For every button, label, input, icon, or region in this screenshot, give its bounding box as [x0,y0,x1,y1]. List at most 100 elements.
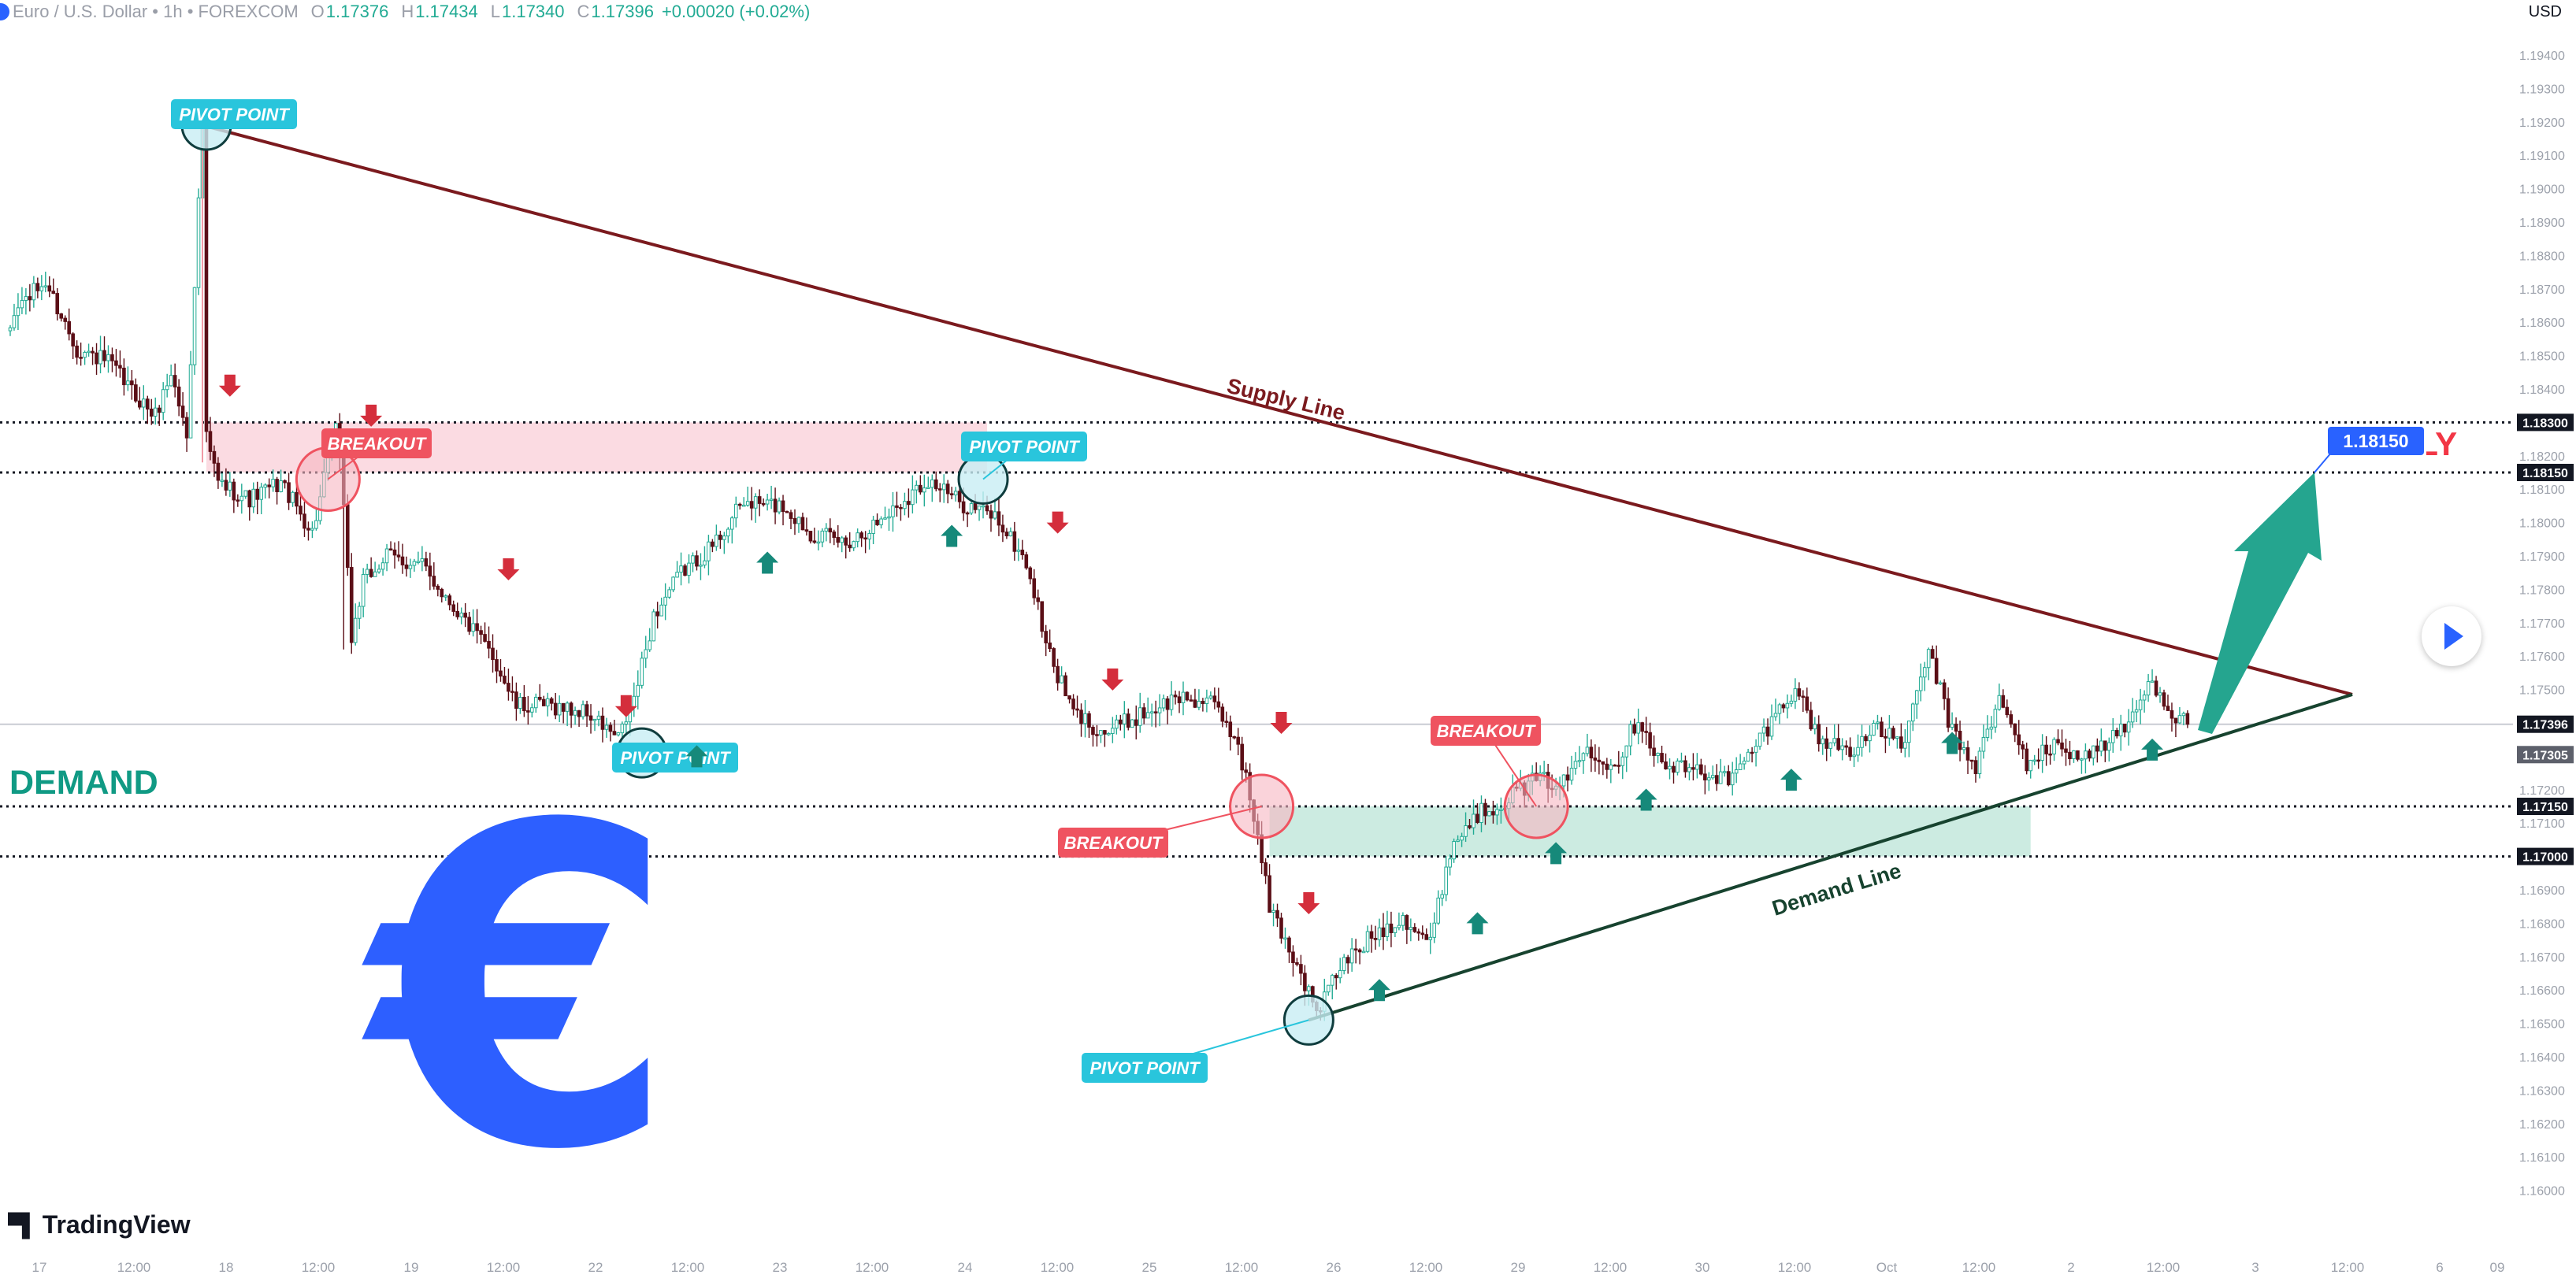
candle-up [1856,747,1860,756]
time-tick-label: 12:00 [2331,1260,2365,1275]
candle-up [581,704,585,717]
candle-down [737,503,742,506]
candle-down [306,528,310,531]
up-arrow-icon [1545,842,1568,865]
candle-down [1040,601,1045,632]
candle-down [1640,722,1644,732]
price-tick-label: 1.19300 [2519,83,2565,96]
candle-down [345,504,350,569]
candle-down [577,710,581,717]
time-tick-label: 12:00 [856,1260,889,1275]
candle-up [2106,742,2111,751]
time-tick-label: 09 [2490,1260,2505,1275]
demand-line-label: Demand Line [1769,858,1904,920]
candle-up [852,541,856,549]
candle-up [679,565,683,573]
candle-down [1424,934,1429,940]
price-tick-label: 1.16400 [2519,1051,2565,1065]
candle-down [95,352,98,365]
candle-down [1075,708,1079,711]
candle-down [2021,744,2025,750]
close-value: 1.17396 [591,2,654,21]
candle-up [1821,738,1825,745]
candle-up [726,528,730,537]
candle-up [1472,813,1475,828]
candle-down [1781,704,1786,709]
demand-annotation: DEMAND [9,764,158,802]
candle-down [1268,875,1271,913]
candle-down [1797,688,1802,697]
candle-up [1083,713,1087,724]
candle-down [455,610,460,617]
candle-down [989,510,993,519]
exchange: FOREXCOM [198,2,299,21]
candle-down [1232,736,1237,739]
price-badge [2517,798,2574,815]
candle-up [1499,809,1503,811]
candle-up [911,489,915,506]
candle-up [1326,984,1331,993]
candle-down [1303,973,1307,991]
candle-down [102,350,106,361]
candle-down [1864,735,1868,742]
candle-up [1204,697,1209,704]
candle-up [953,491,958,495]
candle-up [1868,735,1872,742]
currency-flag-icon [0,3,9,20]
candle-up [1711,775,1715,779]
interval[interactable]: 1h [163,2,183,21]
candle-down [1844,745,1848,748]
candle-down [1405,915,1409,930]
candle-down [247,490,252,508]
time-tick-label: 17 [32,1260,47,1275]
candle-down [495,659,499,672]
candle-up [1962,747,1966,750]
candle-down [2048,753,2052,756]
play-button[interactable] [2422,606,2481,666]
price-tick-label: 1.16000 [2519,1185,2565,1199]
candle-down [55,293,60,315]
candle-up [459,613,463,617]
candle-down [1660,753,1664,762]
supply-line-label: Supply Line [1225,374,1348,425]
candle-down [718,534,722,540]
candle-up [1397,924,1401,928]
candle-down [895,505,899,508]
candle-down [1357,949,1362,953]
down-arrow-icon [1270,712,1293,734]
candle-up [1687,767,1691,773]
candle-up [1111,728,1115,734]
candle-down [1299,964,1303,974]
down-arrow-icon [497,558,520,580]
time-tick-label: 2 [2067,1260,2074,1275]
candle-up [1887,728,1891,739]
candle-down [236,499,240,502]
candle-up [1950,724,1954,728]
candle-up [993,511,997,519]
candle-up [1636,722,1640,734]
tradingview-logo[interactable]: ▀▌ TradingView [8,1210,191,1239]
currency-label[interactable]: USD [2528,3,2562,20]
candle-up [1907,721,1911,743]
breakout-circle [1229,773,1295,839]
candle-up [663,596,667,606]
candle-down [2162,692,2166,707]
candle-down [2044,744,2048,754]
candle-down [1965,747,1970,761]
candle-up [824,528,829,532]
symbol-name[interactable]: Euro / U.S. Dollar [13,2,148,21]
candle-down [1973,760,1978,775]
candle-up [1738,763,1743,770]
candle-up [32,283,36,301]
candle-down [1028,567,1033,580]
candle-down [295,491,299,507]
candle-down [436,585,440,590]
price-badge [2517,746,2574,764]
candle-up [733,503,738,519]
candle-up [20,300,24,309]
candle-down [63,317,68,322]
candle-up [1793,688,1798,702]
candle-up [534,696,538,709]
candle-down [1699,764,1703,775]
